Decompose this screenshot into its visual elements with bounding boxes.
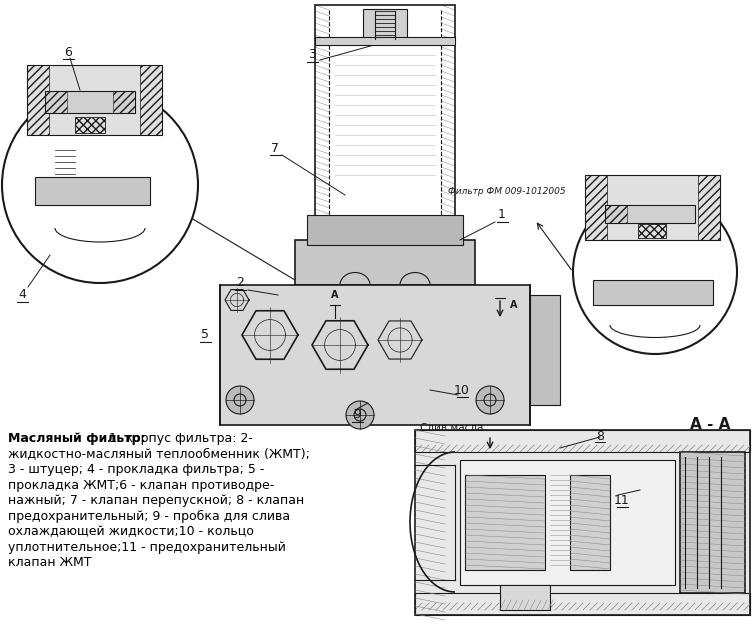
Bar [593, 280, 713, 305]
Text: 6: 6 [64, 46, 72, 58]
Bar [113, 91, 135, 113]
Text: Слив масла: Слив масла [420, 423, 483, 433]
Text: Фильтр ФМ 009-1012005: Фильтр ФМ 009-1012005 [448, 187, 566, 196]
Bar [570, 475, 610, 570]
Text: А: А [331, 290, 339, 300]
Circle shape [346, 401, 374, 429]
Text: 1: 1 [498, 208, 506, 222]
Bar [500, 585, 550, 610]
Bar [315, 5, 455, 245]
Text: А: А [510, 300, 517, 310]
Text: 4: 4 [18, 289, 26, 301]
Text: охлаждающей жидкости;10 - кольцо: охлаждающей жидкости;10 - кольцо [8, 525, 254, 538]
Bar [415, 430, 750, 452]
Text: нажный; 7 - клапан перепускной; 8 - клапан: нажный; 7 - клапан перепускной; 8 - клап… [8, 494, 304, 507]
Text: 8: 8 [596, 430, 604, 444]
Text: 10: 10 [454, 384, 470, 396]
Bar [45, 91, 67, 113]
Bar [140, 65, 162, 135]
Text: 9: 9 [353, 408, 361, 422]
Text: 3 - штуцер; 4 - прокладка фильтра; 5 -: 3 - штуцер; 4 - прокладка фильтра; 5 - [8, 463, 264, 476]
Text: прокладка ЖМТ;6 - клапан противодре-: прокладка ЖМТ;6 - клапан противодре- [8, 479, 274, 491]
Bar [605, 205, 627, 223]
Text: 2: 2 [236, 277, 244, 289]
Bar [295, 240, 475, 285]
Bar [315, 37, 455, 45]
Circle shape [573, 190, 737, 354]
Bar [530, 295, 560, 405]
Text: Масляный фильтр:: Масляный фильтр: [8, 432, 145, 445]
Bar [698, 175, 720, 240]
Bar [35, 177, 150, 205]
Text: 5: 5 [201, 329, 209, 341]
Bar [585, 175, 720, 240]
Text: 11: 11 [614, 494, 630, 506]
Bar [638, 224, 666, 238]
Bar [415, 430, 750, 615]
Text: клапан ЖМТ: клапан ЖМТ [8, 556, 92, 569]
Bar [465, 475, 545, 570]
Bar [220, 285, 530, 425]
Bar [460, 460, 675, 585]
Text: А - А: А - А [690, 417, 730, 432]
Circle shape [2, 87, 198, 283]
Bar [307, 215, 463, 245]
Bar [27, 65, 49, 135]
Bar [680, 452, 745, 593]
Circle shape [226, 386, 254, 414]
Text: уплотнительное;11 - предохранительный: уплотнительное;11 - предохранительный [8, 541, 286, 553]
Bar [363, 9, 407, 39]
Text: жидкостно-масляный теплообменник (ЖМТ);: жидкостно-масляный теплообменник (ЖМТ); [8, 448, 310, 460]
Bar [27, 65, 162, 135]
Bar [605, 205, 695, 223]
Bar [45, 91, 135, 113]
Text: предохранительный; 9 - пробка для слива: предохранительный; 9 - пробка для слива [8, 510, 290, 523]
Text: 3: 3 [308, 49, 316, 61]
Text: 7: 7 [271, 142, 279, 154]
Bar [415, 593, 750, 615]
Bar [585, 175, 607, 240]
Text: 1- корпус фильтра: 2-: 1- корпус фильтра: 2- [105, 432, 253, 445]
Bar [75, 117, 105, 133]
Circle shape [476, 386, 504, 414]
